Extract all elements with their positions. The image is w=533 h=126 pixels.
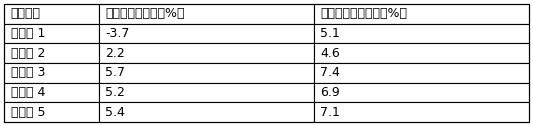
Bar <box>4 102 99 122</box>
Bar <box>99 102 314 122</box>
Bar <box>4 4 99 24</box>
Bar <box>314 24 529 43</box>
Text: 测试项目: 测试项目 <box>11 7 41 20</box>
Bar <box>4 4 99 24</box>
Bar <box>99 63 314 83</box>
Text: 实施例 4: 实施例 4 <box>11 86 45 99</box>
Bar <box>4 83 99 102</box>
Text: 5.4: 5.4 <box>105 106 125 119</box>
Bar <box>4 43 99 63</box>
Bar <box>314 4 529 24</box>
Text: 5.7: 5.7 <box>105 66 125 79</box>
Bar <box>4 63 99 83</box>
Text: 4.6: 4.6 <box>320 47 340 60</box>
Bar <box>99 24 314 43</box>
Bar <box>99 43 314 63</box>
Bar <box>314 83 529 102</box>
Bar <box>314 102 529 122</box>
Bar <box>314 4 529 24</box>
Bar <box>99 102 314 122</box>
Bar <box>99 83 314 102</box>
Bar <box>99 43 314 63</box>
Bar <box>314 63 529 83</box>
Text: 断裂伸长率变化率（%）: 断裂伸长率变化率（%） <box>320 7 407 20</box>
Bar <box>314 24 529 43</box>
Text: -3.7: -3.7 <box>105 27 130 40</box>
Bar <box>4 24 99 43</box>
Text: 5.2: 5.2 <box>105 86 125 99</box>
Bar <box>99 4 314 24</box>
Bar <box>314 102 529 122</box>
Text: 实施例 5: 实施例 5 <box>11 106 45 119</box>
Text: 7.1: 7.1 <box>320 106 340 119</box>
Bar <box>4 102 99 122</box>
Bar <box>4 83 99 102</box>
Bar <box>99 4 314 24</box>
Text: 5.1: 5.1 <box>320 27 340 40</box>
Text: 2.2: 2.2 <box>105 47 125 60</box>
Text: 实施例 2: 实施例 2 <box>11 47 45 60</box>
Bar <box>99 24 314 43</box>
Bar <box>4 24 99 43</box>
Bar <box>314 63 529 83</box>
Bar <box>99 83 314 102</box>
Text: 抗拉强度变化率（%）: 抗拉强度变化率（%） <box>105 7 184 20</box>
Bar <box>99 63 314 83</box>
Text: 7.4: 7.4 <box>320 66 340 79</box>
Bar <box>4 63 99 83</box>
Bar <box>314 83 529 102</box>
Bar <box>4 43 99 63</box>
Bar <box>314 43 529 63</box>
Text: 实施例 1: 实施例 1 <box>11 27 45 40</box>
Bar <box>314 43 529 63</box>
Text: 6.9: 6.9 <box>320 86 340 99</box>
Text: 实施例 3: 实施例 3 <box>11 66 45 79</box>
